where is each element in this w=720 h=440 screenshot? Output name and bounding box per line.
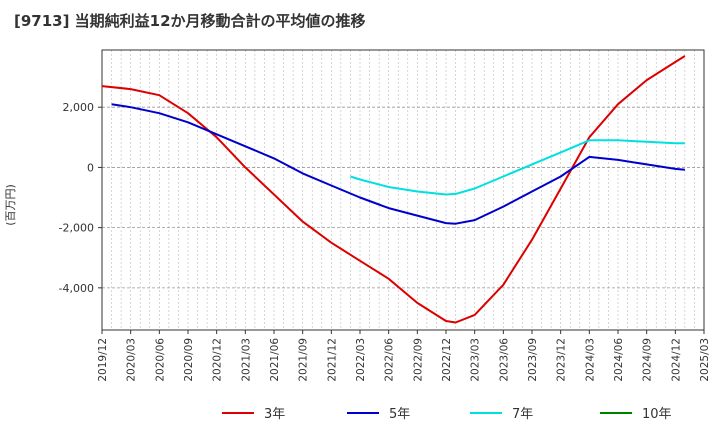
y-tick-label: 2,000: [63, 101, 95, 114]
y-axis-label: (百万円): [4, 184, 17, 226]
y-tick-label: -4,000: [59, 282, 94, 295]
x-tick-label: 2022/03: [355, 338, 367, 382]
x-tick-label: 2023/09: [527, 338, 539, 382]
series-line-7年: [350, 139, 685, 196]
x-tick-label: 2023/03: [470, 338, 482, 382]
x-tick-label: 2024/09: [642, 338, 654, 382]
grid: [101, 50, 705, 330]
x-tick-label: 2023/06: [498, 338, 510, 382]
x-tick-label: 2024/12: [670, 338, 682, 382]
chart-title: [9713] 当期純利益12か月移動合計の平均値の推移: [14, 12, 366, 30]
series-line-3年: [101, 55, 686, 324]
series-lines: [101, 55, 686, 324]
x-tick-label: 2022/12: [441, 338, 453, 382]
x-tick-label: 2020/09: [183, 338, 195, 382]
x-tick-label: 2020/03: [126, 338, 138, 382]
plot-frame: [101, 49, 705, 331]
x-tick-label: 2022/06: [384, 338, 396, 382]
legend: 3年 5年 7年 10年: [222, 407, 672, 422]
x-tick-label: 2022/09: [412, 338, 424, 382]
y-tick-label: 0: [87, 161, 94, 174]
x-tick-label: 2025/03: [699, 338, 711, 382]
x-tick-label: 2024/06: [613, 338, 625, 382]
x-tick-label: 2020/12: [212, 338, 224, 382]
legend-label: 3年: [264, 407, 285, 422]
legend-label: 7年: [512, 407, 533, 422]
x-tick-label: 2023/12: [556, 338, 568, 382]
series-line-5年: [111, 103, 685, 225]
x-tick-label: 2019/12: [97, 338, 109, 382]
legend-label: 5年: [389, 407, 410, 422]
x-tick-label: 2021/06: [269, 338, 281, 382]
y-tick-label: -2,000: [59, 222, 94, 235]
axes: 2,000 0 -2,000 -4,000 (百万円) 2019/12 2020/03 202…: [4, 49, 711, 382]
x-tick-label: 2024/03: [584, 338, 596, 382]
x-tick-label: 2021/09: [298, 338, 310, 382]
x-tick-label: 2021/12: [326, 338, 338, 382]
legend-label: 10年: [642, 407, 672, 422]
x-tick-label: 2021/03: [240, 338, 252, 382]
x-tick-label: 2020/06: [154, 338, 166, 382]
